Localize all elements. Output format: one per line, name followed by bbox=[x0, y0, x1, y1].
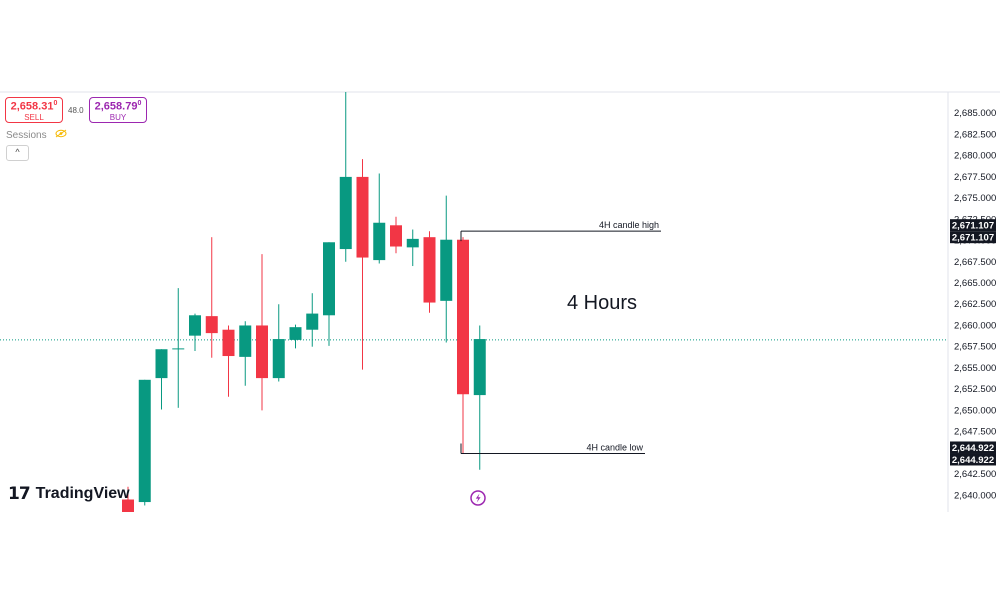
candle bbox=[205, 237, 218, 358]
y-tick-label: 2,685.000 bbox=[954, 108, 996, 119]
candle bbox=[406, 229, 419, 267]
candle-body bbox=[222, 329, 235, 357]
sell-price: 2,658.310 bbox=[10, 100, 58, 113]
tradingview-name: TradingView bbox=[35, 485, 130, 502]
price-tag: 2,671.107 bbox=[950, 231, 996, 244]
tradingview-logo: 17 TradingView bbox=[8, 484, 130, 504]
y-tick-label: 2,662.500 bbox=[954, 299, 996, 310]
price-tag-label: 2,644.922 bbox=[952, 443, 994, 454]
candle bbox=[239, 321, 252, 386]
candle-body bbox=[390, 225, 402, 247]
candle-body bbox=[373, 222, 386, 261]
buy-price: 2,658.790 bbox=[94, 100, 142, 113]
candle bbox=[440, 195, 453, 343]
candle-body bbox=[256, 325, 268, 379]
price-tag-bg bbox=[950, 453, 996, 466]
candle-body bbox=[189, 315, 201, 336]
spread-value: 48.0 bbox=[68, 106, 84, 115]
y-tick-label: 2,665.000 bbox=[954, 278, 996, 289]
candle bbox=[189, 313, 201, 351]
candle-body bbox=[205, 316, 218, 334]
candle bbox=[457, 237, 469, 454]
candle bbox=[172, 288, 185, 408]
candle bbox=[306, 293, 319, 347]
price-tag-label: 2,644.922 bbox=[952, 455, 994, 466]
buy-label: BUY bbox=[109, 112, 127, 122]
candle-body bbox=[239, 325, 252, 357]
candle bbox=[356, 159, 369, 370]
candle bbox=[373, 173, 386, 264]
price-tag-bg bbox=[950, 219, 996, 232]
candle-body bbox=[440, 239, 453, 301]
candle-body bbox=[323, 242, 335, 316]
price-tag-bg bbox=[950, 231, 996, 244]
candle-body bbox=[172, 348, 185, 350]
candles bbox=[122, 92, 486, 512]
candle bbox=[339, 92, 352, 262]
candle-low-annotation: 4H candle low bbox=[460, 442, 645, 454]
collapse-button[interactable]: ^ bbox=[6, 145, 29, 161]
y-tick-label: 2,675.000 bbox=[954, 193, 996, 204]
sell-button[interactable]: 2,658.310 SELL bbox=[5, 97, 63, 123]
price-tag: 2,671.107 bbox=[950, 219, 996, 232]
price-tag-bg bbox=[950, 441, 996, 454]
candle bbox=[390, 216, 402, 254]
candle bbox=[473, 325, 486, 470]
y-tick-label: 2,667.500 bbox=[954, 257, 996, 268]
sell-label: SELL bbox=[24, 112, 44, 122]
y-tick-label: 2,642.500 bbox=[954, 469, 996, 480]
y-tick-label: 2,657.500 bbox=[954, 342, 996, 353]
annotation-label: 4H candle high bbox=[599, 220, 659, 230]
y-tick-label: 2,652.500 bbox=[954, 384, 996, 395]
y-tick-label: 2,680.000 bbox=[954, 151, 996, 162]
candle-body bbox=[138, 379, 151, 503]
price-tag: 2,644.922 bbox=[950, 441, 996, 454]
y-tick-label: 2,660.000 bbox=[954, 320, 996, 331]
interval-watermark: 4 Hours bbox=[567, 292, 637, 314]
lightning-icon[interactable] bbox=[470, 490, 486, 506]
y-tick-label: 2,677.500 bbox=[954, 172, 996, 183]
y-tick-label: 2,650.000 bbox=[954, 405, 996, 416]
eye-hidden-icon[interactable] bbox=[55, 129, 67, 141]
candle-body bbox=[289, 327, 302, 340]
candle bbox=[138, 379, 151, 506]
y-tick-label: 2,682.500 bbox=[954, 129, 996, 140]
candle-body bbox=[339, 176, 352, 250]
candle bbox=[272, 304, 285, 382]
candle-body bbox=[473, 339, 486, 396]
y-tick-label: 2,647.500 bbox=[954, 427, 996, 438]
candle-body bbox=[306, 313, 319, 330]
buy-button[interactable]: 2,658.790 BUY bbox=[89, 97, 147, 123]
price-tag-label: 2,671.107 bbox=[952, 221, 994, 232]
candle-body bbox=[406, 238, 419, 248]
candle bbox=[122, 486, 134, 512]
candle-high-annotation: 4H candle high bbox=[460, 220, 661, 242]
tradingview-mark: 17 bbox=[8, 484, 31, 504]
price-tag: 2,644.922 bbox=[950, 453, 996, 466]
candle bbox=[423, 231, 436, 313]
candle-annotations: 4H candle high 4H candle low bbox=[460, 220, 661, 454]
annotation-label: 4H candle low bbox=[586, 442, 643, 452]
candle-body bbox=[457, 239, 469, 395]
candle-body bbox=[155, 349, 168, 379]
candle-body bbox=[122, 499, 134, 512]
sessions-indicator[interactable]: Sessions bbox=[6, 129, 67, 141]
candle bbox=[289, 324, 302, 349]
candle bbox=[222, 325, 235, 397]
candle-body bbox=[356, 176, 369, 258]
candle bbox=[323, 242, 335, 346]
candle bbox=[256, 254, 268, 411]
sessions-label: Sessions bbox=[6, 130, 47, 141]
candle-body bbox=[272, 339, 285, 379]
y-tick-label: 2,655.000 bbox=[954, 363, 996, 374]
candle-body bbox=[423, 237, 436, 303]
y-tick-label: 2,640.000 bbox=[954, 490, 996, 501]
candle bbox=[155, 349, 168, 410]
price-tag-label: 2,671.107 bbox=[952, 233, 994, 244]
